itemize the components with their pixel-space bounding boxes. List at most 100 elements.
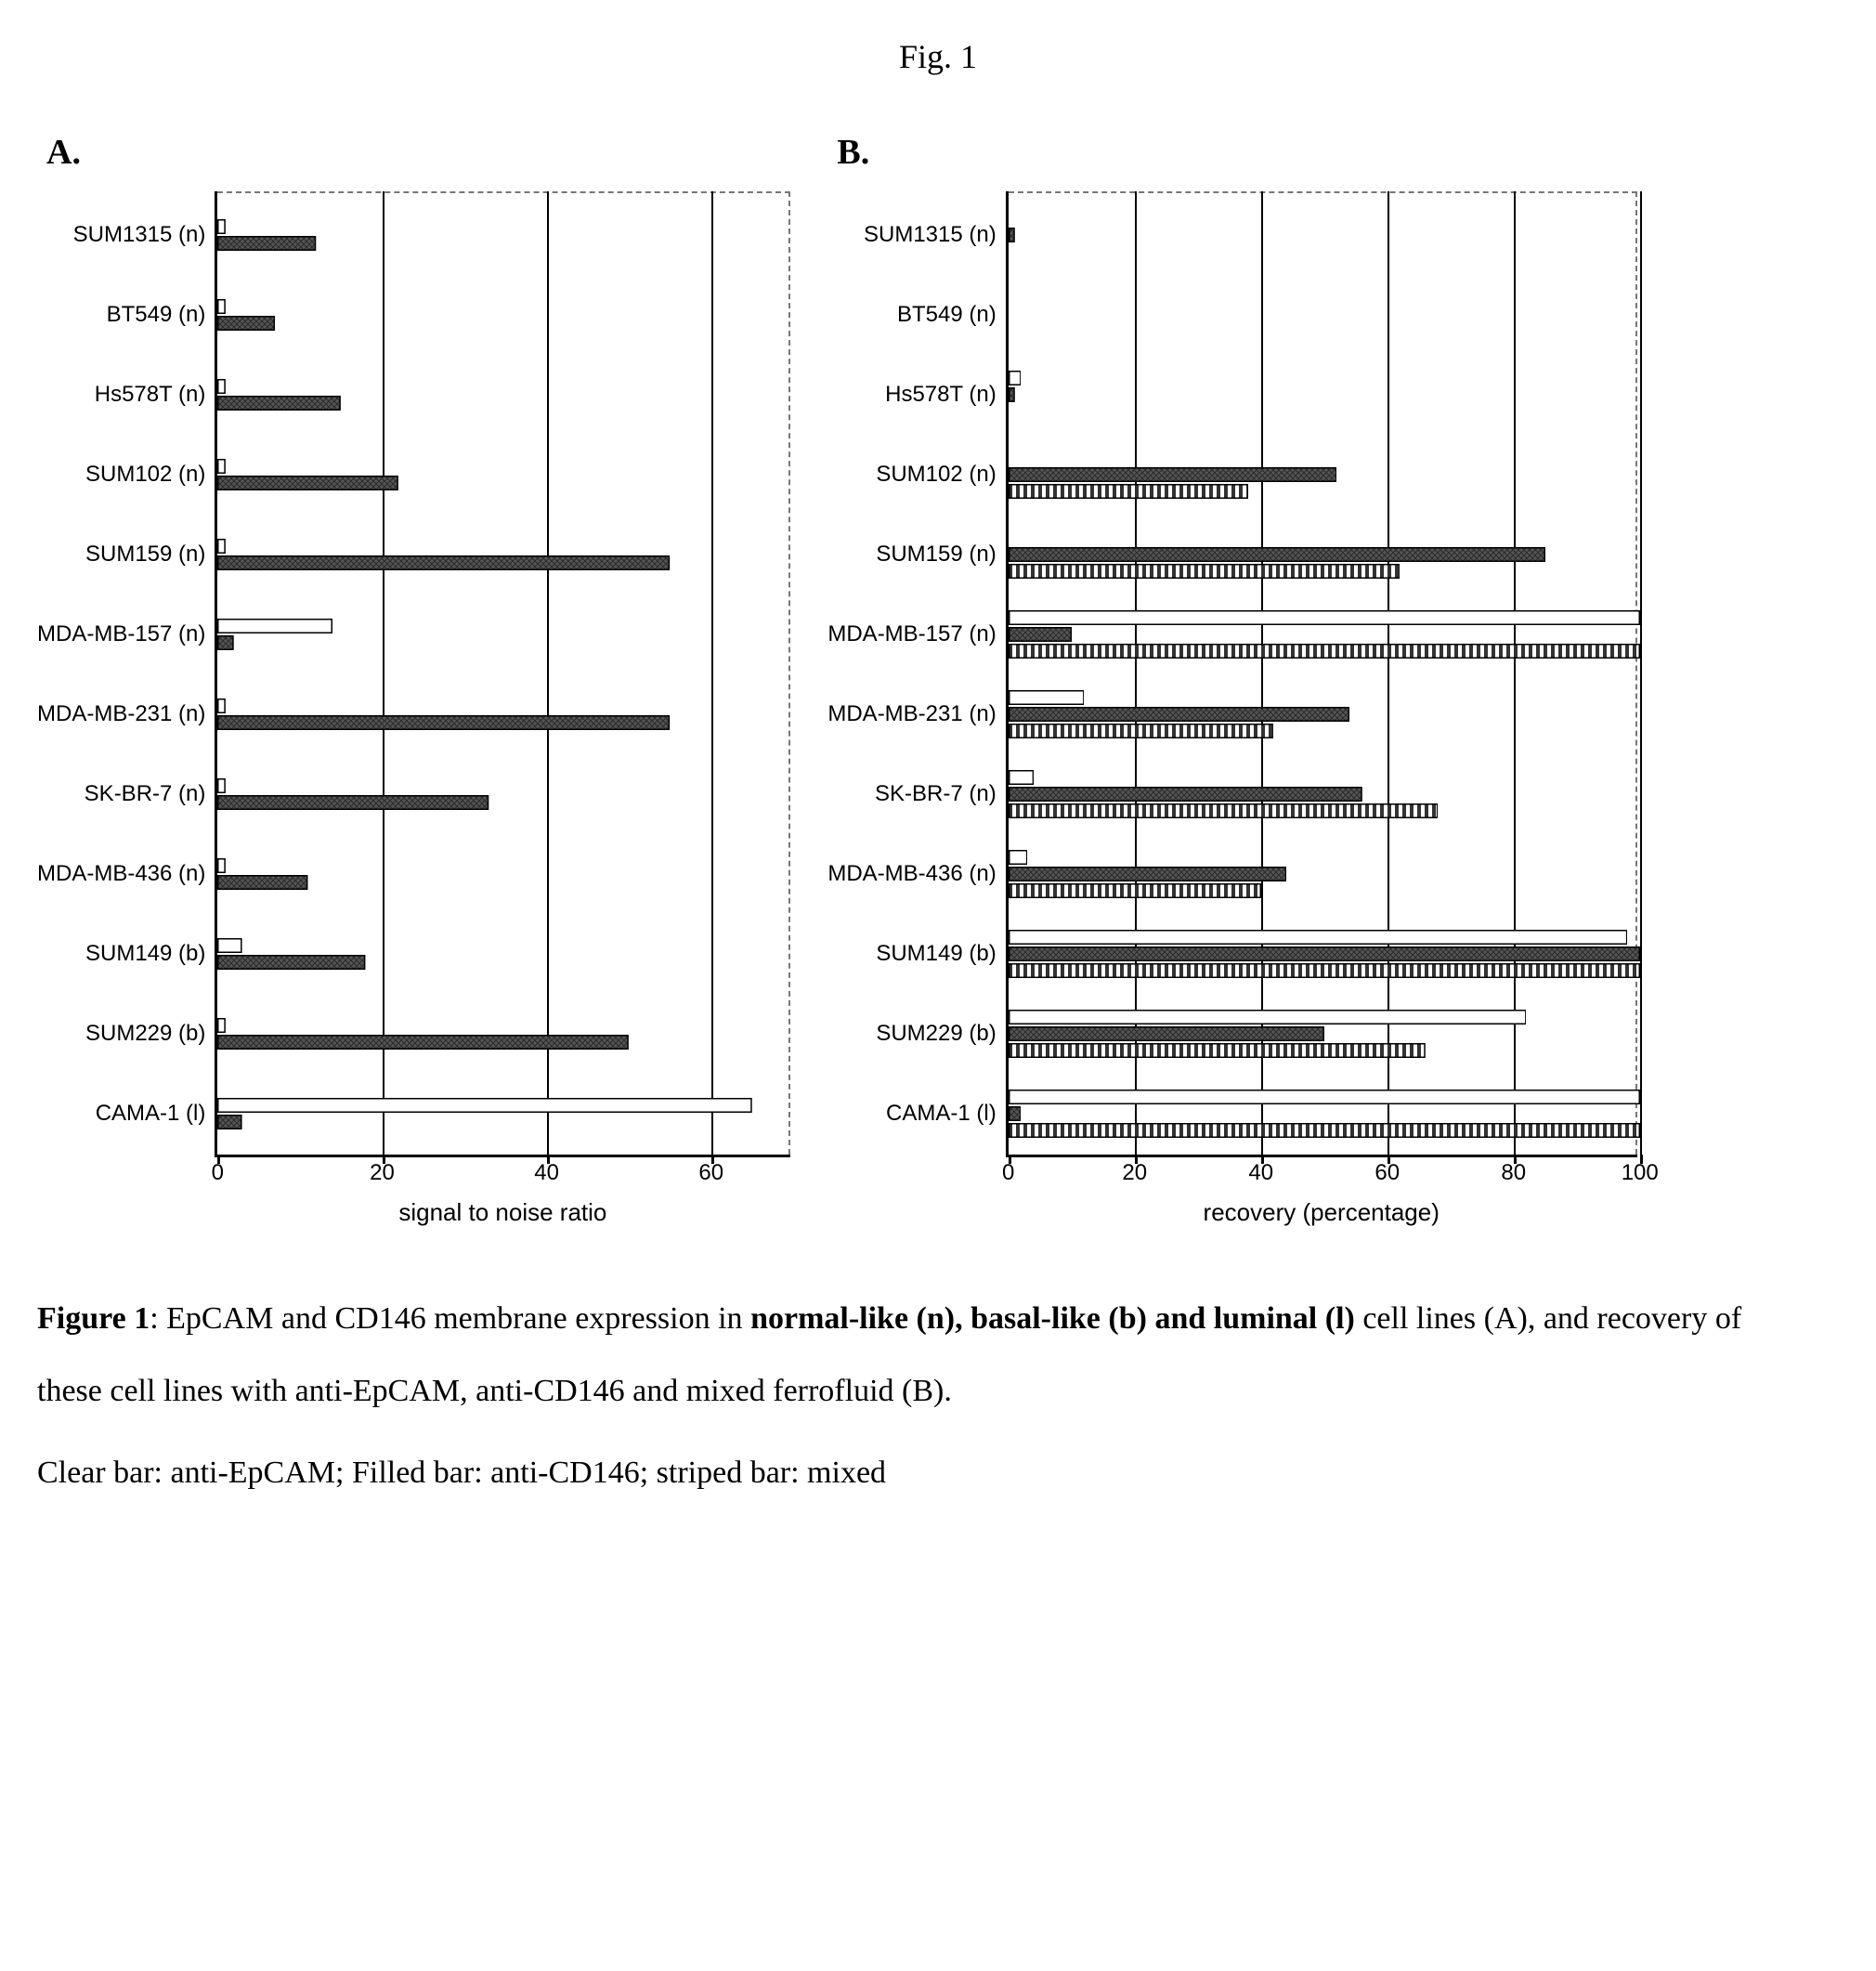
category-label: BT549 (n) (37, 275, 205, 355)
category-label: MDA-MB-157 (n) (827, 594, 996, 674)
panel-a-letter: A. (46, 132, 790, 173)
bar-clear (1009, 610, 1640, 625)
category-label: SUM1315 (n) (827, 195, 996, 275)
bar-clear (217, 1098, 752, 1113)
bar-clear (1009, 850, 1027, 865)
bar-filled (217, 875, 307, 890)
bar-group (1009, 530, 1637, 579)
bar-group (217, 1098, 790, 1129)
category-label: CAMA-1 (l) (37, 1074, 205, 1154)
bar-filled (1009, 867, 1286, 881)
panels-row: A. SUM1315 (n)BT549 (n)Hs578T (n)SUM102 … (37, 132, 1839, 1227)
bar-filled (217, 316, 275, 331)
category-label: SUM229 (b) (827, 994, 996, 1074)
bar-filled (217, 1115, 242, 1129)
category-label: SK-BR-7 (n) (827, 754, 996, 834)
bar-clear (217, 379, 226, 394)
x-tick-label: 40 (1248, 1160, 1273, 1186)
bar-filled (217, 955, 365, 970)
panel-b-letter: B. (837, 132, 1636, 173)
bar-group (217, 778, 790, 810)
bar-filled (217, 1035, 629, 1050)
figure-caption: Figure 1: EpCAM and CD146 membrane expre… (37, 1283, 1783, 1428)
bar-filled (217, 795, 489, 810)
category-label: SUM1315 (n) (37, 195, 205, 275)
bar-clear (217, 698, 226, 713)
bar-filled (217, 396, 341, 411)
bar-group (1009, 291, 1637, 339)
panel-a-x-title: signal to noise ratio (215, 1198, 790, 1227)
bar-group (1009, 371, 1637, 419)
bar-clear (1009, 1090, 1640, 1104)
bar-striped (1009, 484, 1248, 499)
caption-bold-1: normal-like (n), basal-like (b) and lumi… (750, 1301, 1355, 1336)
category-label: MDA-MB-231 (n) (37, 674, 205, 754)
category-label: SUM102 (n) (827, 435, 996, 515)
bar-group (1009, 450, 1637, 499)
bar-filled (1009, 1026, 1324, 1041)
bar-clear (217, 539, 226, 554)
bar-group (1009, 930, 1637, 978)
category-label: SUM229 (b) (37, 994, 205, 1074)
bar-striped (1009, 963, 1640, 978)
category-label: MDA-MB-157 (n) (37, 594, 205, 674)
category-label: Hs578T (n) (37, 355, 205, 435)
x-tick-label: 0 (212, 1160, 224, 1186)
panel-b-plot: 020406080100 (1006, 191, 1637, 1157)
bar-clear (1009, 1010, 1527, 1025)
bar-group (217, 1018, 790, 1050)
x-tick-label: 0 (1002, 1160, 1014, 1186)
bar-filled (217, 236, 316, 251)
bar-group (217, 619, 790, 650)
category-label: SUM159 (n) (37, 515, 205, 594)
bar-group (217, 459, 790, 490)
bar-filled (217, 555, 670, 570)
category-label: SUM159 (n) (827, 515, 996, 594)
bar-clear (1009, 930, 1627, 945)
bar-group (1009, 690, 1637, 738)
category-label: SUM149 (b) (827, 914, 996, 994)
bar-group (1009, 1090, 1637, 1138)
bar-filled (1009, 787, 1362, 802)
category-label: MDA-MB-436 (n) (827, 834, 996, 914)
panel-a: A. SUM1315 (n)BT549 (n)Hs578T (n)SUM102 … (37, 132, 790, 1227)
bar-filled (1009, 467, 1337, 482)
bar-clear (217, 219, 226, 234)
x-tick-label: 60 (698, 1160, 723, 1186)
bar-clear (1009, 690, 1085, 705)
bar-group (1009, 610, 1637, 659)
category-label: SUM149 (b) (37, 914, 205, 994)
category-label: Hs578T (n) (827, 355, 996, 435)
figure-label: Fig. 1 (37, 37, 1839, 76)
bar-group (1009, 770, 1637, 818)
caption-lead: Figure 1 (37, 1301, 150, 1336)
panel-b: B. SUM1315 (n)BT549 (n)Hs578T (n)SUM102 … (827, 132, 1636, 1227)
bar-group (217, 299, 790, 331)
x-tick-label: 60 (1374, 1160, 1400, 1186)
bar-group (1009, 211, 1637, 259)
bar-group (217, 219, 790, 251)
bar-filled (1009, 627, 1072, 642)
caption-text-1: : EpCAM and CD146 membrane expression in (150, 1301, 750, 1336)
bar-filled (1009, 387, 1015, 402)
x-tick-label: 80 (1501, 1160, 1526, 1186)
bar-clear (217, 1018, 226, 1033)
bar-striped (1009, 564, 1400, 579)
bar-striped (1009, 644, 1640, 659)
category-label: CAMA-1 (l) (827, 1074, 996, 1154)
category-label: BT549 (n) (827, 275, 996, 355)
bar-filled (217, 476, 398, 490)
bar-striped (1009, 724, 1274, 738)
bar-clear (217, 778, 226, 793)
panel-a-plot: 0204060 (215, 191, 790, 1157)
bar-filled (217, 715, 670, 730)
bar-filled (1009, 1106, 1022, 1121)
bar-clear (217, 938, 242, 953)
bar-striped (1009, 803, 1438, 818)
x-tick-label: 100 (1622, 1160, 1659, 1186)
bar-group (1009, 1010, 1637, 1058)
bar-filled (1009, 547, 1545, 562)
bar-filled (217, 635, 234, 650)
x-tick-label: 40 (534, 1160, 559, 1186)
bar-striped (1009, 883, 1261, 898)
